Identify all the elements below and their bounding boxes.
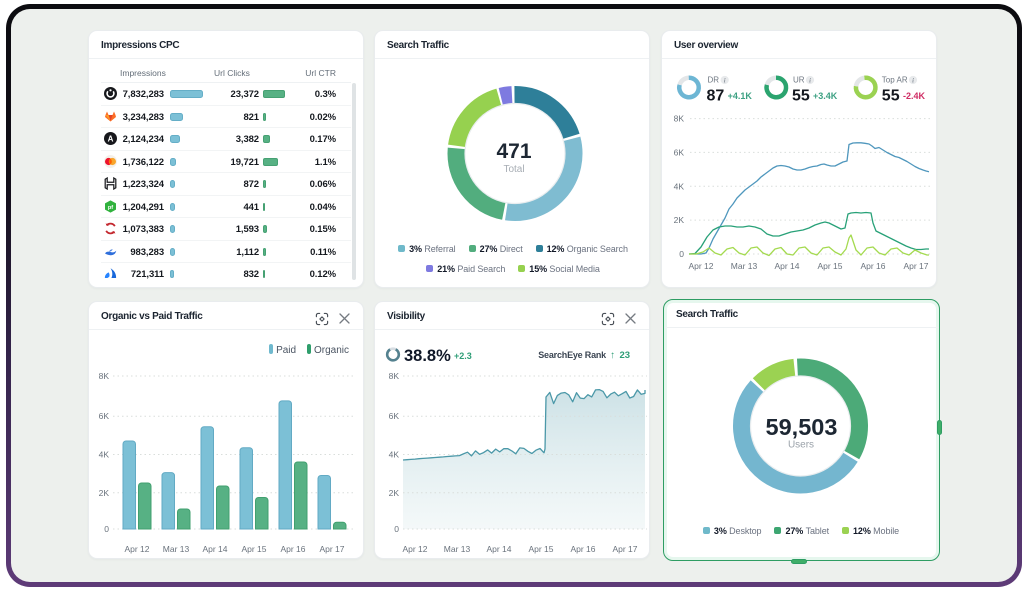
svg-text:Apr 14: Apr 14 [774, 261, 799, 271]
svg-text:SearchEye Rank: SearchEye Rank [538, 350, 607, 360]
svg-text:6K: 6K [99, 411, 110, 421]
svg-text:↑: ↑ [610, 350, 615, 361]
svg-text:2K: 2K [99, 488, 110, 498]
svg-text:Apr 14: Apr 14 [202, 544, 227, 554]
svg-text:+2.3: +2.3 [454, 351, 472, 361]
svg-text:55: 55 [882, 88, 900, 105]
svg-text:Apr 12: Apr 12 [688, 261, 713, 271]
svg-text:8K: 8K [674, 114, 685, 124]
svg-text:Apr 12: Apr 12 [402, 544, 427, 554]
svg-text:2K: 2K [389, 488, 400, 498]
svg-text:23: 23 [620, 350, 631, 361]
svg-text:8K: 8K [389, 371, 400, 381]
svg-text:Apr 15: Apr 15 [817, 261, 842, 271]
svg-text:Apr 16: Apr 16 [570, 544, 595, 554]
svg-text:55: 55 [792, 88, 810, 105]
svg-text:2K: 2K [674, 215, 685, 225]
svg-text:Mar 13: Mar 13 [163, 544, 190, 554]
svg-text:Apr 16: Apr 16 [860, 261, 885, 271]
svg-text:i: i [912, 78, 914, 85]
svg-text:Mar 13: Mar 13 [444, 544, 471, 554]
svg-text:DR: DR [708, 76, 720, 85]
svg-text:i: i [724, 78, 726, 85]
svg-text:471: 471 [496, 140, 531, 163]
svg-text:38.8%: 38.8% [404, 347, 451, 365]
svg-text:6K: 6K [389, 411, 400, 421]
svg-text:4K: 4K [99, 450, 110, 460]
svg-text:Total: Total [503, 164, 524, 175]
svg-text:Top AR: Top AR [882, 76, 908, 85]
svg-text:4K: 4K [389, 450, 400, 460]
svg-text:59,503: 59,503 [766, 414, 838, 440]
svg-text:Apr 15: Apr 15 [241, 544, 266, 554]
svg-text:4K: 4K [674, 181, 685, 191]
svg-text:Apr 17: Apr 17 [319, 544, 344, 554]
svg-text:UR: UR [793, 76, 805, 85]
svg-text:Apr 16: Apr 16 [280, 544, 305, 554]
svg-text:Users: Users [788, 440, 814, 451]
svg-text:+4.1K: +4.1K [728, 91, 753, 101]
svg-text:8K: 8K [99, 371, 110, 381]
svg-text:Apr 15: Apr 15 [528, 544, 553, 554]
svg-text:i: i [809, 78, 811, 85]
svg-text:87: 87 [707, 88, 725, 105]
svg-text:Apr 12: Apr 12 [124, 544, 149, 554]
svg-text:pf: pf [108, 204, 113, 210]
svg-text:0: 0 [679, 249, 684, 259]
svg-text:Mar 13: Mar 13 [731, 261, 758, 271]
svg-text:0: 0 [104, 524, 109, 534]
svg-text:Apr 17: Apr 17 [903, 261, 928, 271]
svg-text:6K: 6K [674, 147, 685, 157]
svg-text:A: A [108, 134, 114, 143]
svg-text:-2.4K: -2.4K [903, 91, 926, 101]
svg-text:Apr 17: Apr 17 [612, 544, 637, 554]
svg-text:0: 0 [394, 524, 399, 534]
svg-text:+3.4K: +3.4K [813, 91, 838, 101]
svg-text:Apr 14: Apr 14 [486, 544, 511, 554]
